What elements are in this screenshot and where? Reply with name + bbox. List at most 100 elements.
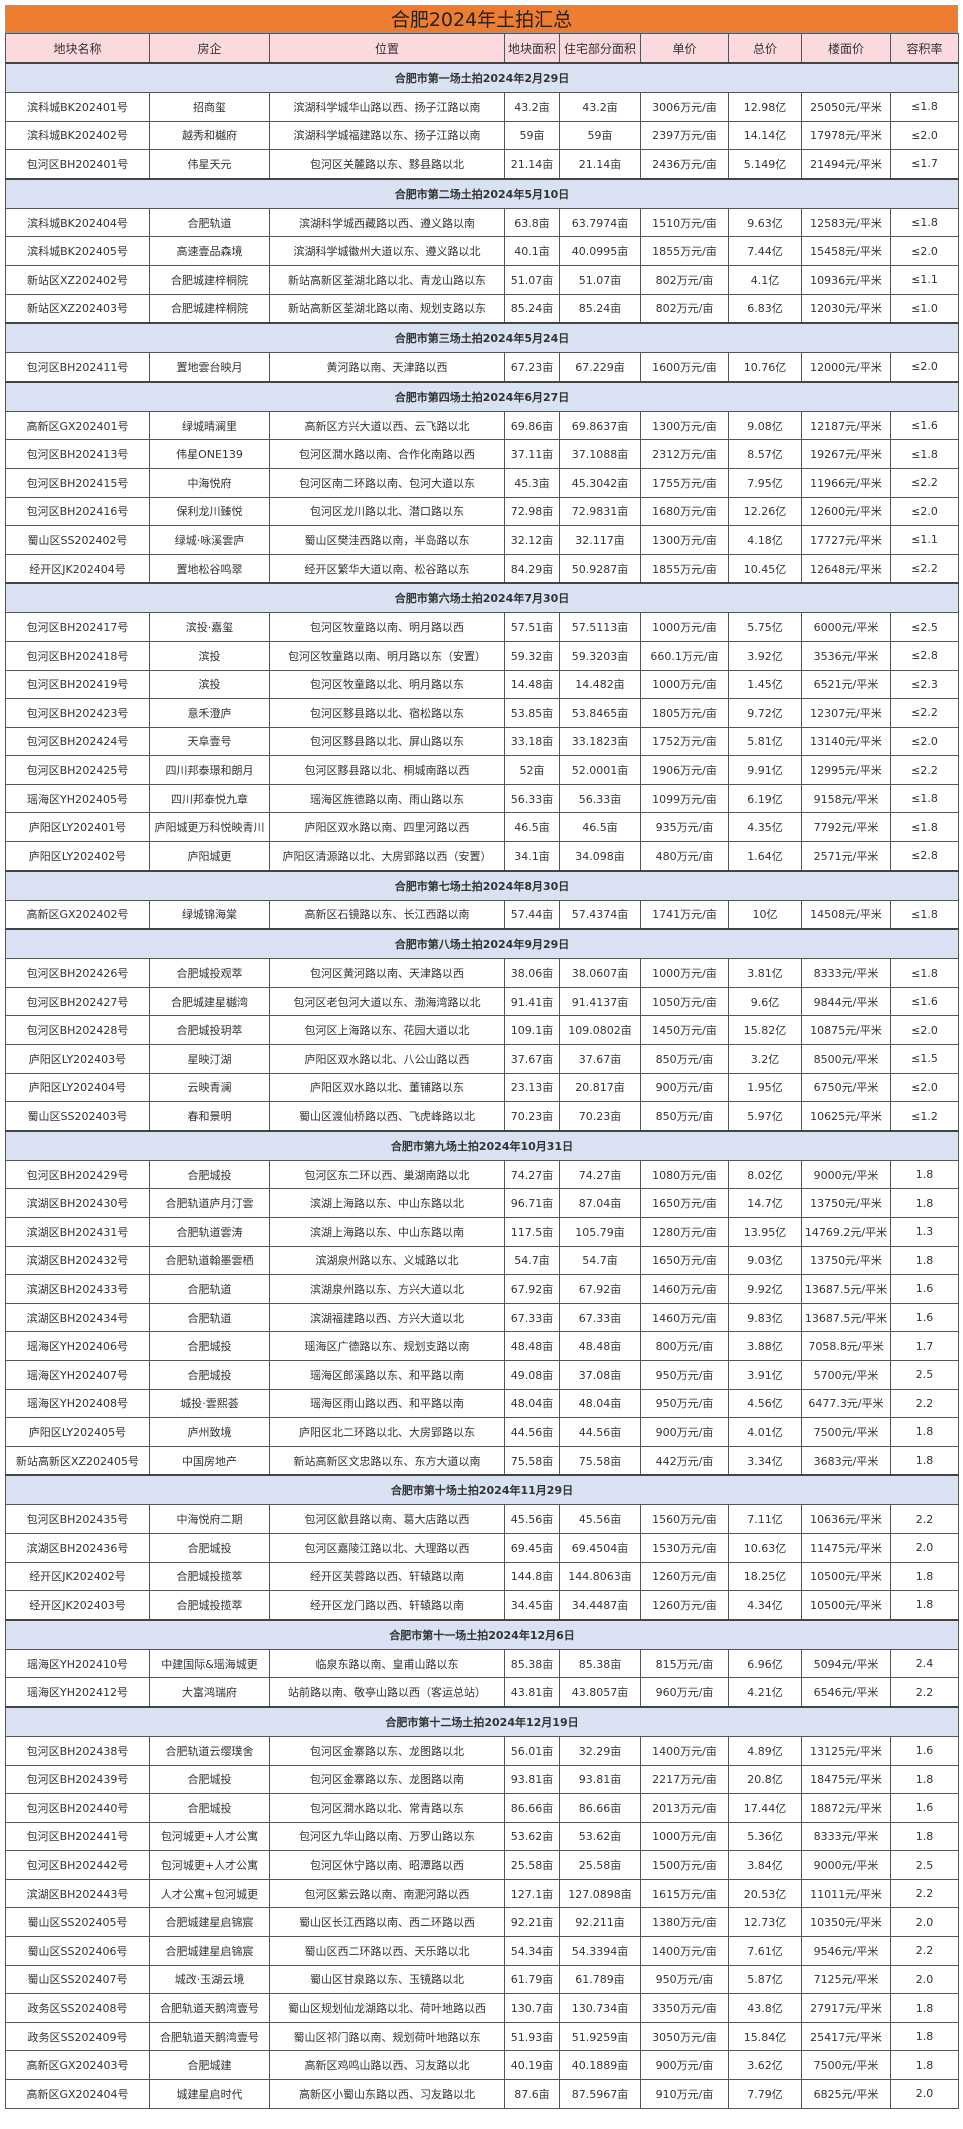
cell-residential-area: 61.789亩	[559, 1964, 641, 1995]
cell-location: 蜀山区樊洼西路以南，半岛路以东	[269, 525, 505, 555]
cell-floor-price: 8333元/平米	[801, 1821, 891, 1852]
cell-unit-price: 1500万元/亩	[640, 1850, 729, 1880]
cell-developer: 高速壹品森境	[149, 236, 270, 266]
cell-floor-price: 10625元/平米	[801, 1101, 891, 1132]
cell-developer: 合肥轨道翰墨雲栖	[149, 1245, 270, 1276]
cell-unit-price: 1080万元/亩	[640, 1159, 729, 1190]
cell-residential-area: 37.67亩	[559, 1044, 641, 1074]
cell-floor-price: 10500元/平米	[801, 1590, 891, 1621]
cell-location: 庐阳区清源路以北、大房郢路以西（安置）	[269, 841, 505, 872]
cell-floor-price: 14508元/平米	[801, 899, 891, 930]
cell-total-price: 9.08亿	[728, 410, 802, 441]
cell-developer: 云映青澜	[149, 1072, 270, 1103]
cell-floor-price: 6000元/平米	[801, 612, 891, 642]
table-row: 政务区SS202408号 合肥轨道天鹅湾壹号 蜀山区规划仙龙湖路以北、荷叶地路以西 1…	[5, 1993, 959, 2023]
cell-total-price: 3.92亿	[728, 640, 802, 671]
cell-location: 滨湖科学城福建路以东、扬子江路以南	[269, 120, 505, 151]
cell-plot-area: 92.21亩	[504, 1907, 560, 1938]
cell-developer: 合肥轨道	[149, 1274, 270, 1304]
cell-plot-ratio: ≤1.8	[890, 958, 959, 988]
table-row: 包河区BH202427号 合肥城建星樾湾 包河区老包河大道以东、渤海湾路以北 91.4…	[5, 986, 959, 1017]
cell-floor-price: 12600元/平米	[801, 496, 891, 527]
cell-developer: 包河城更+人才公寓	[149, 1850, 270, 1880]
cell-developer: 滨投	[149, 669, 270, 700]
cell-developer: 中建国际&瑶海城更	[149, 1648, 270, 1679]
cell-plot-ratio: 1.8	[890, 1159, 959, 1190]
cell-plot-ratio: ≤1.5	[890, 1044, 959, 1074]
cell-plot-ratio: ≤2.5	[890, 612, 959, 642]
cell-residential-area: 75.58亩	[559, 1445, 641, 1476]
cell-floor-price: 8500元/平米	[801, 1044, 891, 1074]
section-title: 合肥市第四场土拍2024年6月27日	[5, 380, 959, 412]
cell-total-price: 3.2亿	[728, 1044, 802, 1074]
land-auction-summary: 合肥2024年土拍汇总 地块名称 房企 位置 地块面积 住宅部分面积 单价 总价 楼面价 容积率…	[5, 5, 959, 2109]
cell-developer: 滨投·嘉玺	[149, 612, 270, 642]
cell-plot-area: 67.33亩	[504, 1302, 560, 1333]
cell-developer: 星映汀湖	[149, 1044, 270, 1074]
cell-floor-price: 9000元/平米	[801, 1850, 891, 1880]
cell-plot-name: 包河区BH202418号	[5, 640, 150, 671]
cell-floor-price: 21494元/平米	[801, 149, 891, 180]
cell-plot-area: 53.85亩	[504, 698, 560, 728]
cell-floor-price: 12307元/平米	[801, 698, 891, 728]
cell-residential-area: 43.2亩	[559, 92, 641, 122]
cell-floor-price: 7125元/平米	[801, 1964, 891, 1995]
cell-plot-name: 蜀山区SS202403号	[5, 1101, 150, 1132]
cell-unit-price: 800万元/亩	[640, 1331, 729, 1361]
cell-developer: 滨投	[149, 640, 270, 671]
cell-developer: 合肥轨道雲涛	[149, 1217, 270, 1247]
cell-plot-ratio: ≤2.0	[890, 1072, 959, 1103]
cell-plot-area: 75.58亩	[504, 1445, 560, 1476]
cell-residential-area: 67.92亩	[559, 1274, 641, 1304]
cell-residential-area: 46.5亩	[559, 812, 641, 843]
cell-developer: 合肥轨道	[149, 1302, 270, 1333]
cell-location: 经开区繁华大道以南、松谷路以东	[269, 553, 505, 584]
cell-plot-name: 包河区BH202438号	[5, 1735, 150, 1766]
cell-residential-area: 32.29亩	[559, 1735, 641, 1766]
cell-location: 蜀山区甘泉路以东、玉镜路以北	[269, 1964, 505, 1995]
cell-location: 包河区紫云路以南、南淝河路以西	[269, 1878, 505, 1909]
section-header: 合肥市第七场土拍2024年8月30日	[5, 869, 959, 901]
cell-unit-price: 480万元/亩	[640, 841, 729, 872]
cell-developer: 合肥城建星启锦宸	[149, 1936, 270, 1966]
cell-plot-name: 蜀山区SS202406号	[5, 1936, 150, 1966]
cell-floor-price: 6825元/平米	[801, 2079, 891, 2109]
cell-plot-area: 59亩	[504, 120, 560, 151]
cell-plot-name: 滨湖区BH202430号	[5, 1188, 150, 1218]
cell-total-price: 9.72亿	[728, 698, 802, 728]
cell-location: 滨湖科学城徽州大道以东、遵义路以北	[269, 236, 505, 266]
section-header: 合肥市第四场土拍2024年6月27日	[5, 380, 959, 412]
table-row: 庐阳区LY202404号 云映青澜 庐阳区双水路以北、董铺路以东 23.13亩 20.8…	[5, 1072, 959, 1103]
table-row: 瑶海区YH202412号 大富鸿瑞府 站前路以南、敬亭山路以西（客运总站） 43.81…	[5, 1677, 959, 1708]
cell-plot-ratio: ≤2.0	[890, 726, 959, 757]
cell-plot-name: 滨湖区BH202436号	[5, 1532, 150, 1563]
cell-plot-ratio: ≤1.8	[890, 439, 959, 469]
section-header: 合肥市第六场土拍2024年7月30日	[5, 582, 959, 614]
cell-unit-price: 1000万元/亩	[640, 958, 729, 988]
cell-residential-area: 127.0898亩	[559, 1878, 641, 1909]
cell-total-price: 12.98亿	[728, 92, 802, 122]
cell-unit-price: 2312万元/亩	[640, 439, 729, 469]
cell-location: 滨湖福建路以西、方兴大道以北	[269, 1302, 505, 1333]
cell-location: 蜀山区长江西路以南、西二环路以西	[269, 1907, 505, 1938]
cell-plot-name: 包河区BH202426号	[5, 958, 150, 988]
cell-developer: 合肥轨道庐月汀雲	[149, 1188, 270, 1218]
cell-plot-ratio: 1.6	[890, 1793, 959, 1823]
cell-location: 包河区黟县路以北、宿松路以东	[269, 698, 505, 728]
cell-floor-price: 9546元/平米	[801, 1936, 891, 1966]
cell-location: 包河区金寨路以东、龙图路以南	[269, 1764, 505, 1795]
cell-plot-area: 56.33亩	[504, 783, 560, 814]
cell-plot-area: 14.48亩	[504, 669, 560, 700]
table-row: 新站高新区XZ202405号 中国房地产 新站高新区文忠路以东、东方大道以南 75.5…	[5, 1445, 959, 1476]
cell-unit-price: 1560万元/亩	[640, 1504, 729, 1534]
cell-residential-area: 70.23亩	[559, 1101, 641, 1132]
cell-plot-ratio: 2.0	[890, 1532, 959, 1563]
cell-unit-price: 802万元/亩	[640, 264, 729, 295]
cell-total-price: 10.63亿	[728, 1532, 802, 1563]
cell-plot-name: 滨科城BK202404号	[5, 207, 150, 238]
cell-developer: 中国房地产	[149, 1445, 270, 1476]
section-title: 合肥市第十二场土拍2024年12月19日	[5, 1705, 959, 1737]
cell-floor-price: 7792元/平米	[801, 812, 891, 843]
cell-developer: 合肥城投玥萃	[149, 1015, 270, 1046]
cell-unit-price: 1300万元/亩	[640, 525, 729, 555]
